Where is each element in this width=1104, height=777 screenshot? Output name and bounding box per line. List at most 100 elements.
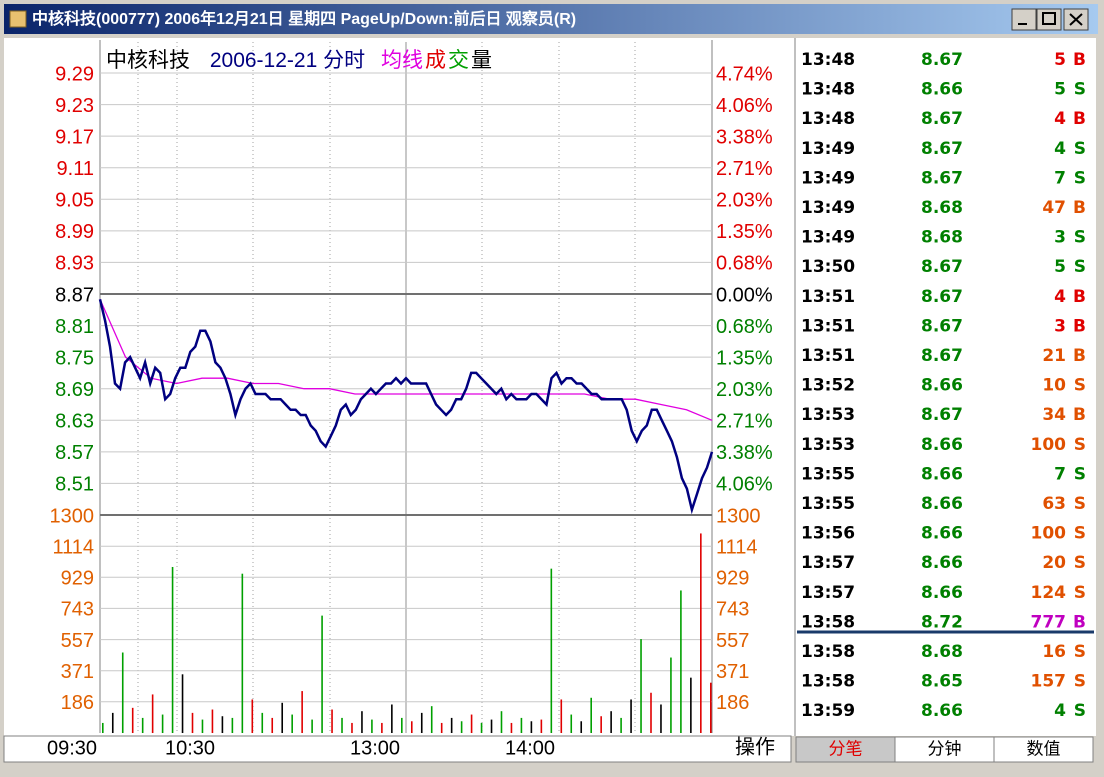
trade-time: 13:53 bbox=[801, 405, 855, 425]
volume-tick-label-right: 186 bbox=[716, 692, 749, 714]
percent-tick-label: 0.68% bbox=[716, 316, 773, 338]
trade-time: 13:49 bbox=[801, 228, 855, 248]
volume-bar bbox=[291, 714, 293, 733]
volume-bar bbox=[610, 711, 612, 733]
volume-tick-label: 371 bbox=[61, 661, 94, 683]
volume-bar bbox=[281, 702, 284, 733]
tab[interactable] bbox=[894, 736, 995, 763]
tab[interactable] bbox=[993, 736, 1094, 763]
time-grid bbox=[137, 42, 636, 733]
volume-bar bbox=[331, 709, 333, 733]
legend-entry: 成 bbox=[425, 49, 446, 72]
trade-side: B bbox=[1073, 612, 1086, 632]
price-line bbox=[98, 299, 714, 515]
percent-tick-label: 1.35% bbox=[716, 221, 773, 243]
trade-volume: 20 bbox=[1042, 553, 1066, 573]
volume-bar bbox=[670, 657, 672, 733]
volume-tick-label-right: 743 bbox=[716, 599, 749, 621]
percent-tick-label: 4.06% bbox=[716, 95, 773, 117]
trade-price: 8.66 bbox=[921, 524, 963, 544]
tab-label[interactable]: 数值 bbox=[1027, 739, 1061, 758]
volume-bar bbox=[391, 704, 393, 733]
trade-price: 8.65 bbox=[921, 672, 963, 692]
volume-bar bbox=[420, 712, 423, 733]
trade-side: S bbox=[1074, 464, 1086, 484]
percent-tick-label: 1.35% bbox=[716, 347, 773, 369]
stock-name: 中核科技 bbox=[106, 49, 190, 72]
volume-bar bbox=[221, 716, 224, 733]
volume-bar bbox=[460, 721, 463, 733]
trade-volume: 7 bbox=[1054, 464, 1066, 484]
volume-bar bbox=[301, 691, 303, 733]
trade-price: 8.67 bbox=[921, 346, 963, 366]
trade-price: 8.66 bbox=[921, 80, 963, 100]
trade-side: S bbox=[1074, 257, 1086, 277]
percent-tick-label: 2.03% bbox=[716, 379, 773, 401]
tab-label[interactable]: 分笔 bbox=[829, 739, 863, 758]
trade-side: S bbox=[1074, 553, 1086, 573]
volume-bar bbox=[381, 722, 383, 733]
volume-bar bbox=[430, 706, 433, 733]
volume-bar bbox=[410, 721, 413, 733]
trade-volume: 124 bbox=[1031, 583, 1067, 603]
volume-bar bbox=[241, 573, 244, 733]
trade-side: S bbox=[1074, 642, 1086, 662]
trade-price: 8.66 bbox=[921, 376, 963, 396]
minimize-button[interactable] bbox=[1011, 8, 1037, 31]
trade-volume: 47 bbox=[1042, 198, 1066, 218]
legend-entry: 交 bbox=[448, 49, 469, 72]
trade-price: 8.66 bbox=[921, 435, 963, 455]
trade-volume: 157 bbox=[1031, 672, 1067, 692]
volume-bar bbox=[640, 639, 642, 733]
trade-price: 8.66 bbox=[921, 553, 963, 573]
trade-side: S bbox=[1074, 494, 1086, 514]
volume-bar bbox=[450, 717, 453, 733]
trade-time: 13:51 bbox=[801, 316, 855, 336]
percent-tick-label: 0.68% bbox=[716, 253, 773, 275]
percent-tick-label: 3.38% bbox=[716, 442, 773, 464]
percent-tick-label: 2.03% bbox=[716, 190, 773, 212]
volume-tick-label-right: 557 bbox=[716, 630, 749, 652]
volume-tick-label-right: 1300 bbox=[716, 505, 761, 527]
trade-volume: 100 bbox=[1031, 435, 1067, 455]
trade-time: 13:56 bbox=[801, 524, 855, 544]
volume-bar bbox=[630, 699, 632, 733]
trade-volume: 7 bbox=[1054, 168, 1066, 188]
trade-price: 8.67 bbox=[921, 316, 963, 336]
trade-volume: 10 bbox=[1042, 376, 1066, 396]
volume-tick-label: 929 bbox=[61, 567, 94, 589]
volume-tick-label-right: 371 bbox=[716, 661, 749, 683]
price-tick-label: 8.57 bbox=[55, 442, 94, 464]
volume-bar bbox=[500, 711, 503, 733]
maximize-glyph bbox=[1042, 12, 1056, 25]
chart-header: 中核科技 2006-12-21 分时 均线成交量 bbox=[106, 49, 492, 72]
volume-bar bbox=[680, 590, 682, 733]
x-tick-label: 14:00 bbox=[505, 737, 555, 759]
trade-time: 13:48 bbox=[801, 109, 855, 129]
percent-tick-label: 3.38% bbox=[716, 126, 773, 148]
tab-label[interactable]: 分钟 bbox=[928, 739, 962, 758]
volume-bar bbox=[191, 712, 194, 733]
trade-price: 8.67 bbox=[921, 257, 963, 277]
trade-price: 8.67 bbox=[921, 50, 963, 70]
volume-bar bbox=[102, 722, 104, 733]
trade-side: S bbox=[1074, 228, 1086, 248]
volume-bar bbox=[311, 719, 313, 733]
trade-price: 8.66 bbox=[921, 701, 963, 721]
volume-bar bbox=[251, 699, 254, 733]
trade-side: S bbox=[1074, 701, 1086, 721]
trade-side: S bbox=[1074, 376, 1086, 396]
price-tick-label: 8.75 bbox=[55, 347, 94, 369]
close-glyph bbox=[1069, 13, 1083, 26]
trade-side: B bbox=[1073, 346, 1086, 366]
x-tick-label: 13:00 bbox=[350, 737, 400, 759]
window-buttons[interactable] bbox=[1011, 8, 1089, 31]
trade-side: S bbox=[1074, 435, 1086, 455]
volume-bar bbox=[131, 707, 134, 733]
volume-bar bbox=[490, 719, 493, 733]
volume-bar bbox=[600, 716, 602, 733]
trade-price: 8.72 bbox=[921, 612, 963, 632]
trade-time: 13:59 bbox=[801, 701, 855, 721]
